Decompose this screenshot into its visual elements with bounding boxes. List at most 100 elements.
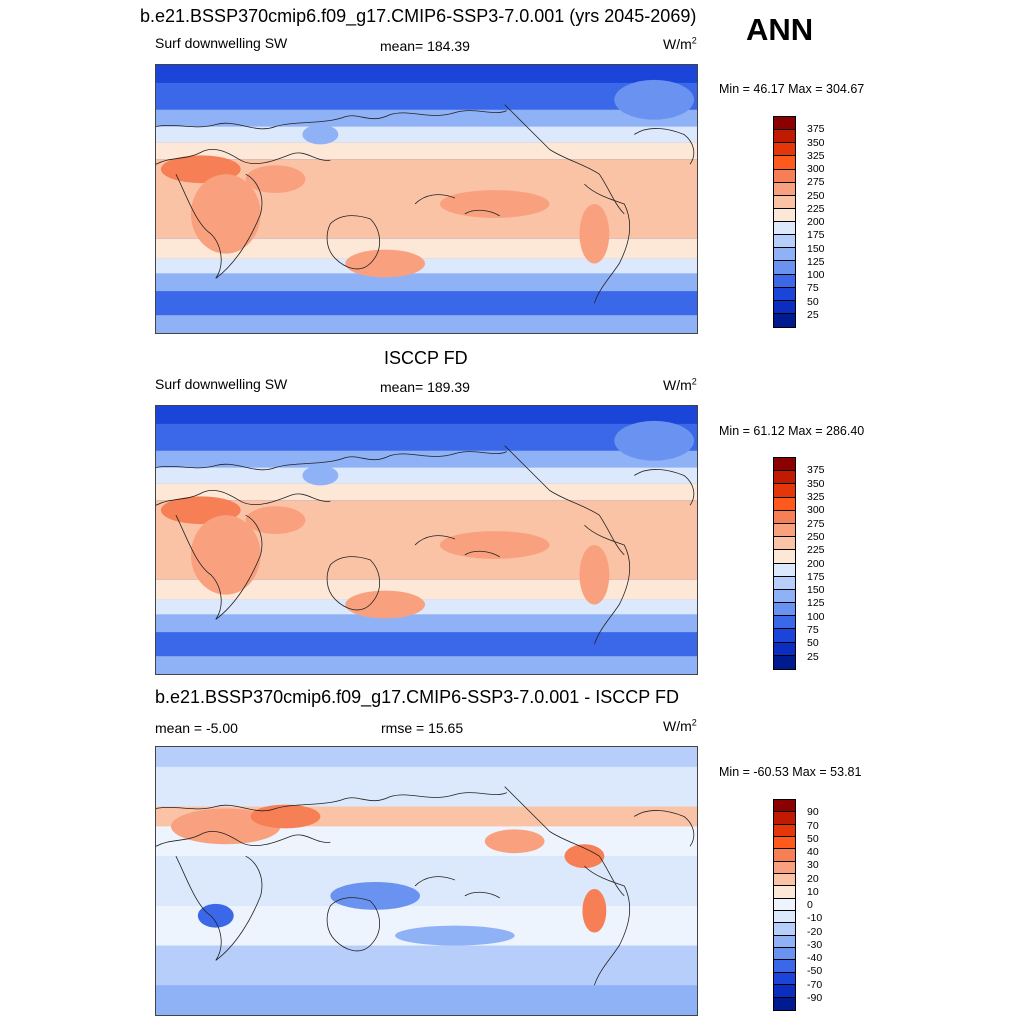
colorbar-tick-label: 50 [807,637,819,650]
colorbar-swatch [774,313,795,327]
colorbar-swatch [774,911,795,924]
panel2-mean-label: mean= 189.39 [380,379,470,395]
colorbar-swatch [774,616,795,630]
colorbar-tick-label: 150 [807,584,825,597]
colorbar-swatch [774,143,795,157]
colorbar-tick-label: -40 [807,952,823,964]
colorbar-swatch [774,156,795,170]
panel1-colorbar [773,116,796,328]
panel2-minmax: Min = 61.12 Max = 286.40 [719,424,865,438]
panel3-rmse-label: rmse = 15.65 [381,720,464,736]
colorbar-swatch [774,235,795,249]
panel3-colorbar-ticks: 90 70 50 40 30 20 10 0 -10 -20 -30 -40 -50 -70 -90 [807,799,847,1011]
colorbar-swatch [774,287,795,301]
colorbar-swatch [774,261,795,275]
colorbar-swatch [774,484,795,498]
panel2-contour-plot [156,406,697,674]
colorbar-swatch [774,248,795,262]
panel3-title: b.e21.BSSP370cmip6.f09_g17.CMIP6-SSP3-7.… [155,687,679,707]
panel3-map [155,746,698,1016]
colorbar-swatch [774,550,795,564]
colorbar-swatch [774,537,795,551]
colorbar-tick-label: 100 [807,610,825,623]
colorbar-tick-label: 0 [807,899,813,911]
panel2-colorbar [773,457,796,670]
colorbar-swatch [774,117,795,131]
colorbar-swatch [774,997,795,1010]
colorbar-swatch [774,603,795,617]
colorbar-swatch [774,458,795,472]
colorbar-swatch [774,589,795,604]
season-label: ANN [746,12,814,47]
colorbar-swatch [774,642,795,656]
colorbar-tick-label: 375 [807,464,825,477]
colorbar-tick-label: 50 [807,832,819,845]
colorbar-swatch [774,471,795,485]
colorbar-swatch [774,948,795,961]
colorbar-tick-label: 350 [807,136,825,149]
panel2-colorbar-ticks: 375 350 325 300 275 250 225 200 175 150 125 100 75 50… [807,457,847,670]
colorbar-swatch [774,222,795,236]
colorbar-swatch [774,960,795,973]
colorbar-tick-label: 50 [807,295,819,308]
colorbar-tick-label: 175 [807,229,825,242]
colorbar-swatch [774,195,795,209]
colorbar-swatch [774,274,795,288]
colorbar-tick-label: 30 [807,859,819,872]
colorbar-tick-label: 225 [807,544,825,557]
colorbar-swatch [774,972,795,986]
colorbar-tick-label: -70 [807,978,823,991]
colorbar-tick-label: 250 [807,530,825,543]
colorbar-tick-label: 350 [807,477,825,490]
colorbar-tick-label: 300 [807,163,825,175]
panel2-title: ISCCP FD [384,348,468,368]
colorbar-tick-label: 175 [807,570,825,583]
colorbar-tick-label: 200 [807,216,825,228]
colorbar-tick-label: 75 [807,282,819,295]
colorbar-tick-label: 125 [807,597,825,610]
colorbar-tick-label: 225 [807,202,825,215]
colorbar-swatch [774,563,795,577]
colorbar-tick-label: -10 [807,912,823,925]
colorbar-swatch [774,130,795,144]
colorbar-tick-label: 70 [807,819,819,832]
colorbar-tick-label: 150 [807,242,825,255]
panel3-minmax: Min = -60.53 Max = 53.81 [719,765,862,779]
colorbar-tick-label: 275 [807,176,825,189]
panel1-contour-plot [156,65,697,333]
colorbar-swatch [774,182,795,196]
colorbar-swatch [774,837,795,850]
colorbar-swatch [774,923,795,936]
colorbar-tick-label: -90 [807,991,823,1004]
colorbar-swatch [774,169,795,183]
colorbar-tick-label: 75 [807,624,819,637]
colorbar-swatch [774,523,795,538]
colorbar-tick-label: 90 [807,806,819,819]
colorbar-tick-label: 20 [807,872,819,885]
colorbar-tick-label: 25 [807,308,819,321]
colorbar-tick-label: 325 [807,149,825,162]
colorbar-swatch [774,629,795,643]
colorbar-swatch [774,985,795,998]
panel1-colorbar-ticks: 375 350 325 300 275 250 225 200 175 150 125 100 75 50… [807,116,847,328]
colorbar-swatch [774,800,795,813]
panel1-mean-label: mean= 184.39 [380,38,470,54]
colorbar-swatch [774,576,795,590]
panel3-colorbar [773,799,796,1011]
colorbar-tick-label: 100 [807,269,825,281]
colorbar-swatch [774,849,795,862]
colorbar-tick-label: 300 [807,504,825,517]
colorbar-swatch [774,812,795,825]
colorbar-tick-label: 200 [807,557,825,570]
colorbar-tick-label: 275 [807,517,825,530]
colorbar-tick-label: 125 [807,255,825,268]
colorbar-tick-label: -50 [807,965,823,978]
colorbar-tick-label: 325 [807,490,825,503]
colorbar-swatch [774,655,795,669]
panel1-minmax: Min = 46.17 Max = 304.67 [719,82,865,96]
colorbar-swatch [774,886,795,899]
colorbar-swatch [774,898,795,912]
panel3-unit: W/m2 [663,717,697,734]
panel1-unit: W/m2 [663,35,697,52]
colorbar-tick-label: 40 [807,846,819,858]
